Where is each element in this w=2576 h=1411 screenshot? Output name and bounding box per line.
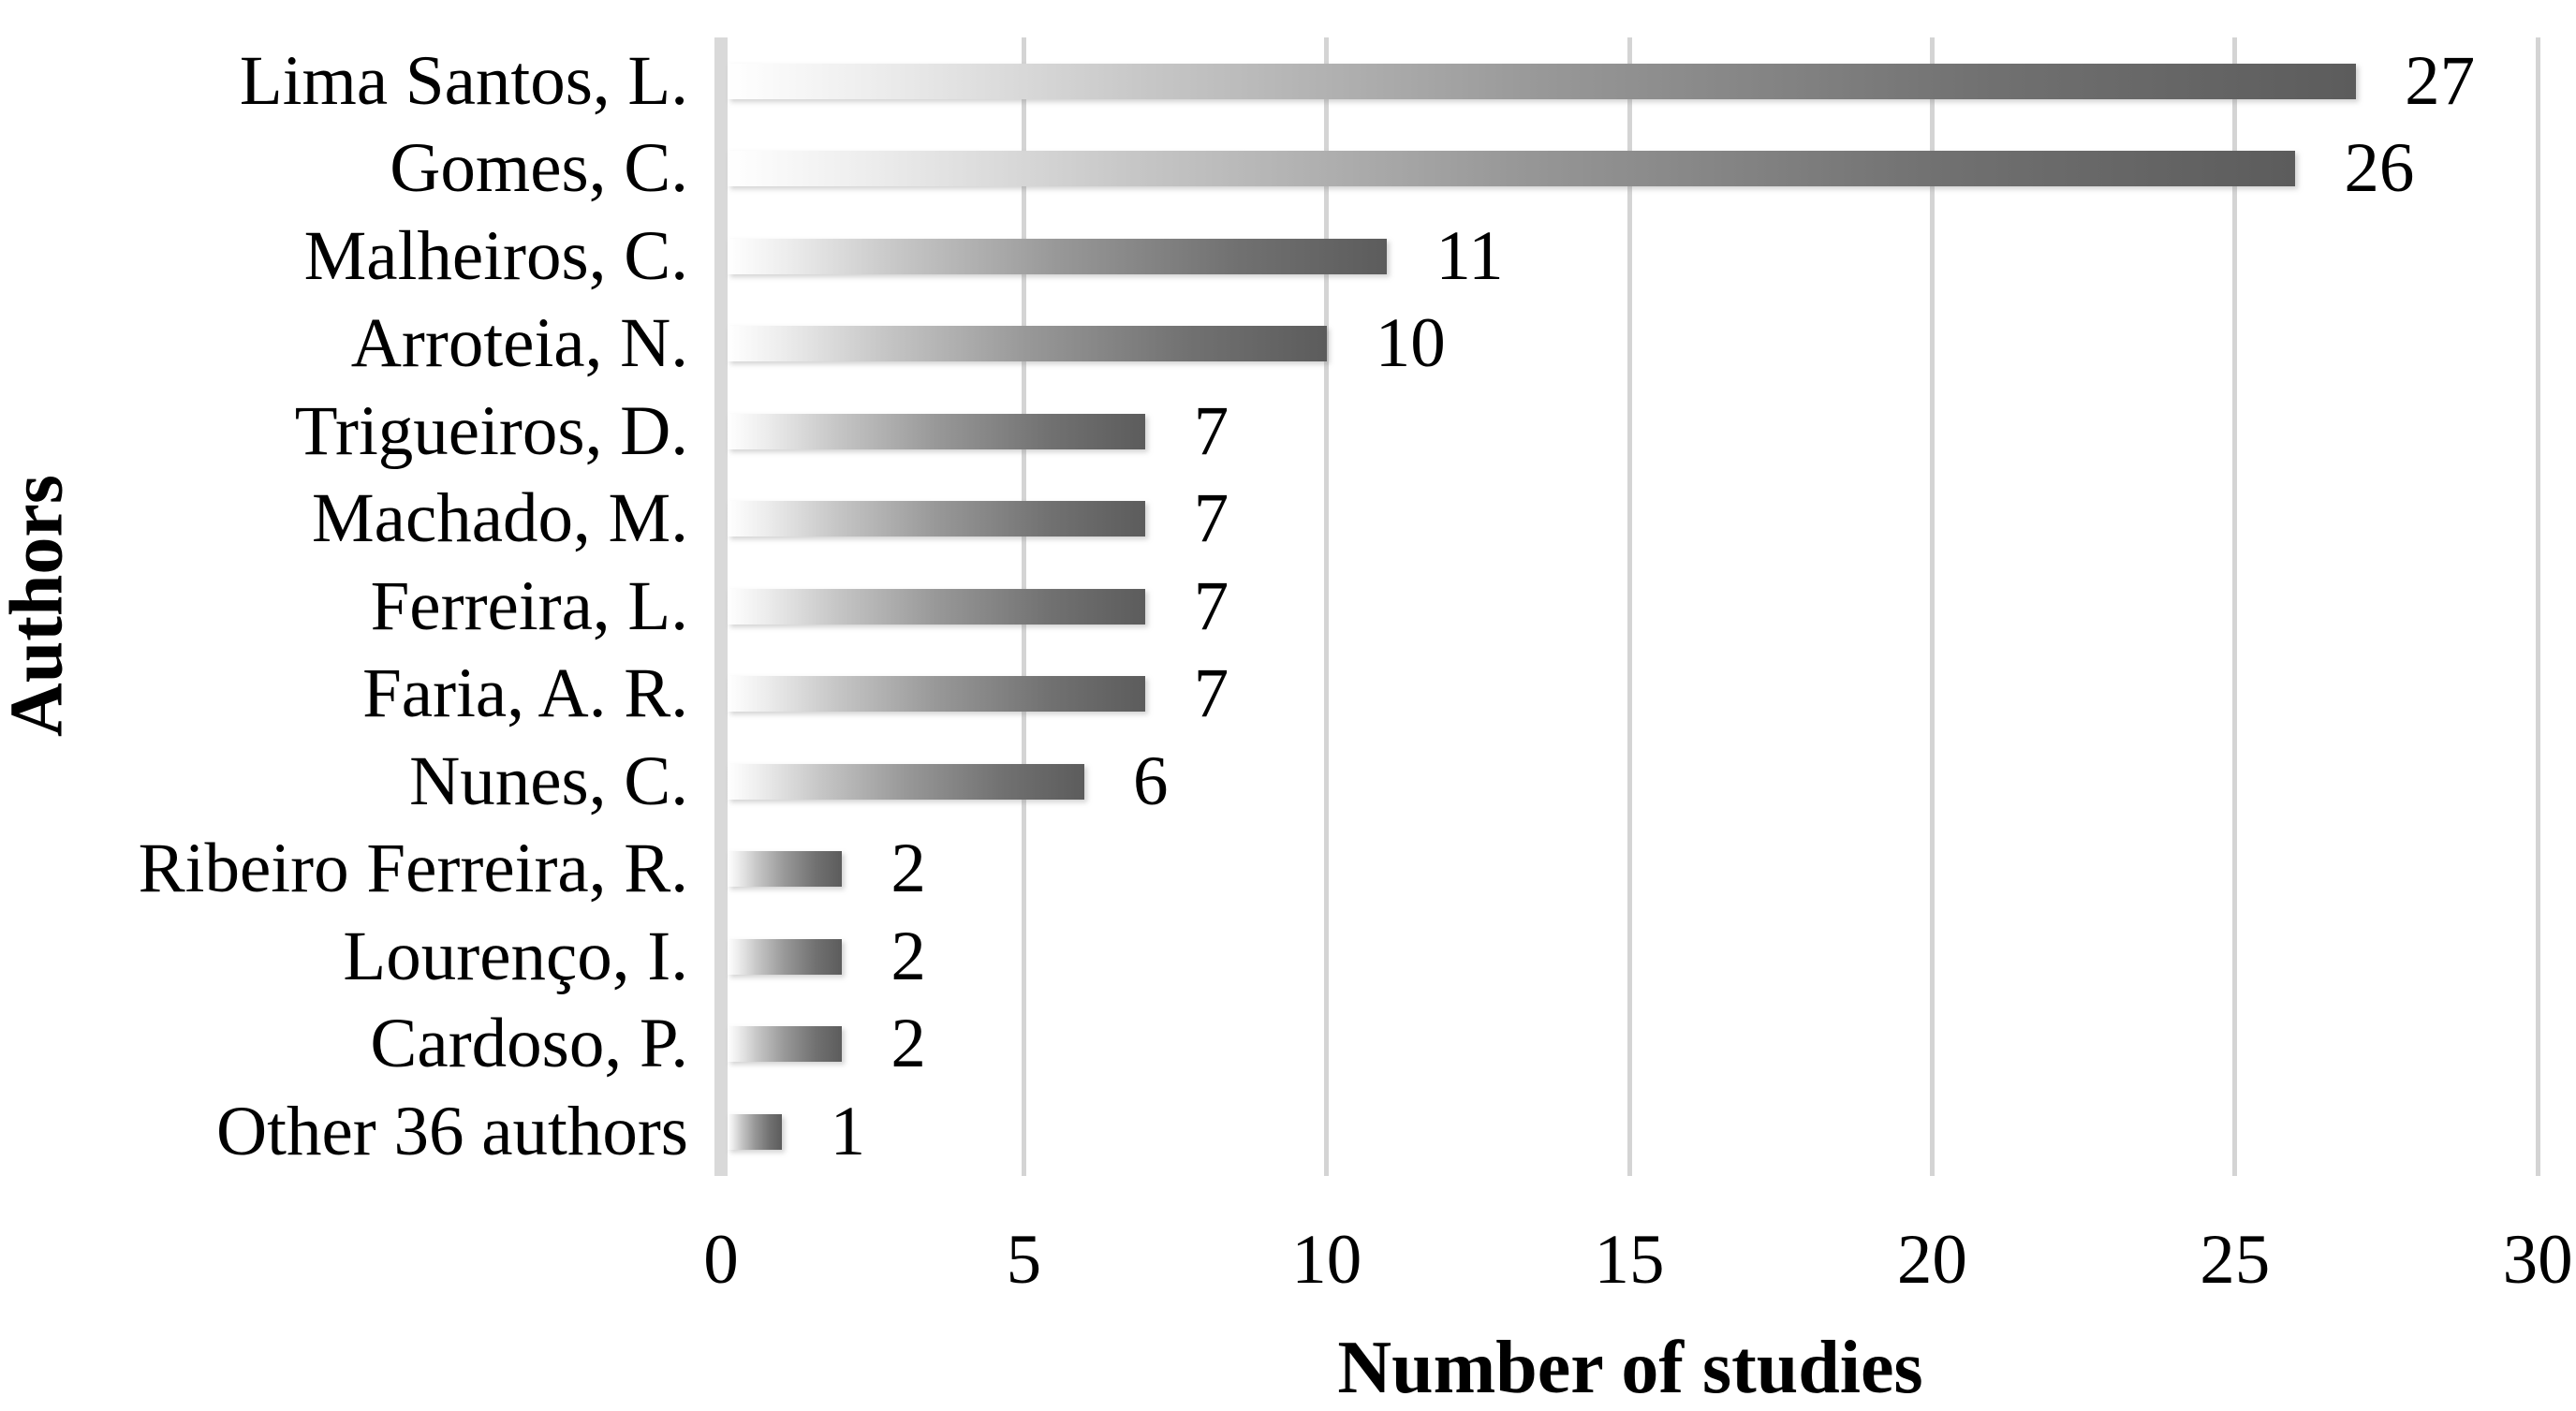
category-label: Ferreira, L. [370, 566, 688, 645]
x-tick-label: 0 [703, 1221, 739, 1299]
x-tick-label: 25 [2200, 1221, 2271, 1299]
category-axis-line [714, 37, 728, 1176]
x-axis-title: Number of studies [1337, 1327, 1923, 1409]
gridline [2232, 37, 2238, 1176]
category-label: Cardoso, P. [370, 1005, 688, 1083]
x-tick-label: 10 [1291, 1221, 1362, 1299]
category-label: Lima Santos, L. [239, 41, 688, 120]
bar-value-label: 2 [891, 830, 926, 908]
bar-value-label: 2 [891, 917, 926, 995]
x-tick-label: 15 [1594, 1221, 1665, 1299]
bar-value-label: 2 [891, 1005, 926, 1083]
bar [728, 413, 1145, 449]
bar-value-label: 7 [1193, 391, 1229, 470]
bar-value-label: 7 [1193, 654, 1229, 733]
gridline [2535, 37, 2540, 1176]
category-label: Lourenço, I. [343, 917, 688, 995]
gridline [1324, 37, 1330, 1176]
category-label: Gomes, C. [390, 129, 688, 208]
category-label: Nunes, C. [409, 742, 688, 820]
x-tick-label: 30 [2502, 1221, 2573, 1299]
category-label: Malheiros, C. [303, 216, 688, 295]
bar-value-label: 27 [2405, 41, 2476, 120]
bar-value-label: 26 [2344, 129, 2415, 208]
bar-value-label: 6 [1133, 742, 1169, 820]
bar [728, 851, 843, 888]
category-label: Other 36 authors [215, 1092, 688, 1170]
bar [728, 763, 1085, 800]
bar [728, 151, 2296, 187]
bar-value-label: 1 [830, 1092, 866, 1170]
bar [728, 1026, 843, 1063]
bar-value-label: 11 [1435, 216, 1504, 295]
bar [728, 501, 1145, 537]
bar [728, 1113, 782, 1150]
bar-value-label: 10 [1375, 304, 1446, 383]
bar-value-label: 7 [1193, 479, 1229, 558]
bar [728, 676, 1145, 713]
x-tick-label: 5 [1006, 1221, 1042, 1299]
bar [728, 588, 1145, 625]
bar [728, 326, 1327, 362]
bar [728, 938, 843, 975]
x-tick-label: 20 [1896, 1221, 1967, 1299]
category-label: Arroteia, N. [350, 304, 688, 383]
bar [728, 63, 2357, 99]
category-label: Ribeiro Ferreira, R. [138, 830, 688, 908]
y-axis-title: Authors [0, 474, 79, 738]
bar-value-label: 7 [1193, 566, 1229, 645]
category-label: Faria, A. R. [362, 654, 688, 733]
gridline [1627, 37, 1632, 1176]
bar [728, 238, 1388, 274]
gridline [1929, 37, 1935, 1176]
category-label: Machado, M. [312, 479, 688, 558]
category-label: Trigueiros, D. [294, 391, 688, 470]
